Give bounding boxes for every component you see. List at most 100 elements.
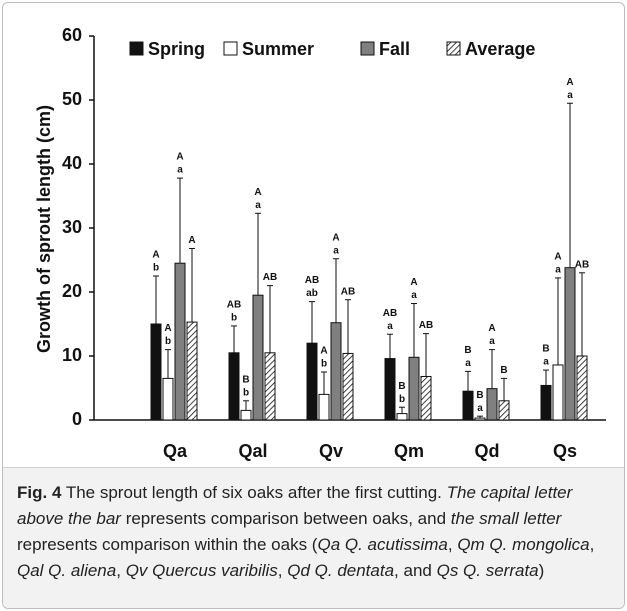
bar xyxy=(420,375,432,421)
caption-text: Qm Q. mongolica xyxy=(457,535,590,554)
chart: Growth of sprout length (cm) 0 10 20 30 40 50… xyxy=(34,25,606,461)
significance-lower: a xyxy=(555,265,561,276)
significance-lower: b xyxy=(231,313,237,324)
significance-lower: a xyxy=(387,321,393,332)
significance-upper: AB xyxy=(263,272,277,283)
bar xyxy=(228,352,240,421)
significance-lower: b xyxy=(321,359,327,370)
bar xyxy=(396,413,408,421)
significance-upper: AB xyxy=(383,308,397,319)
significance-upper: AB xyxy=(341,286,355,297)
significance-upper: A xyxy=(320,346,327,357)
y-tick-label: 40 xyxy=(62,153,82,173)
bar xyxy=(552,364,564,421)
bar xyxy=(150,323,162,421)
caption-text: represents comparison within the oaks ( xyxy=(17,535,318,554)
y-tick-label: 50 xyxy=(62,89,82,109)
bar xyxy=(240,409,252,421)
bar xyxy=(330,322,342,421)
significance-lower: b xyxy=(153,263,159,274)
y-tick-label: 0 xyxy=(72,409,82,429)
x-tick-label: Qm xyxy=(394,441,424,461)
significance-upper: A xyxy=(554,252,561,263)
bar xyxy=(540,384,552,421)
significance-upper: A xyxy=(410,277,417,288)
bar xyxy=(186,321,198,421)
bar xyxy=(462,390,474,421)
bar xyxy=(408,356,420,421)
bar xyxy=(384,358,396,421)
significance-lower: a xyxy=(255,200,261,211)
x-tick-label: Qs xyxy=(553,441,577,461)
legend-label: Average xyxy=(465,39,535,59)
x-tick-label: Qal xyxy=(238,441,267,461)
significance-lower: a xyxy=(543,357,549,368)
significance-upper: A xyxy=(188,235,195,246)
y-tick-label: 20 xyxy=(62,281,82,301)
significance-upper: A xyxy=(152,250,159,261)
caption-text: Qa Q. acutissima xyxy=(317,535,448,554)
legend-swatch xyxy=(129,41,144,56)
y-tick-label: 60 xyxy=(62,25,82,45)
legend-swatch xyxy=(360,41,375,56)
x-tick-label: Qa xyxy=(163,441,188,461)
legend-swatch xyxy=(223,41,238,56)
caption-text: , xyxy=(589,535,595,554)
caption-text: , xyxy=(447,535,458,554)
significance-lower: ab xyxy=(306,288,318,299)
significance-upper: B xyxy=(542,344,549,355)
significance-lower: a xyxy=(567,90,573,101)
bar xyxy=(486,388,498,421)
y-tick-label: 10 xyxy=(62,345,82,365)
bar xyxy=(306,342,318,421)
significance-lower: a xyxy=(333,245,339,256)
caption-text: Qv Quercus varibilis xyxy=(125,561,278,580)
significance-lower: b xyxy=(243,387,249,398)
caption-text: Qs Q. serrata xyxy=(436,561,539,580)
significance-upper: A xyxy=(488,323,495,334)
caption-text: Qd Q. dentata xyxy=(287,561,395,580)
caption-text: represents comparison between oaks, and xyxy=(120,509,451,528)
significance-lower: a xyxy=(477,403,483,414)
caption-text: , xyxy=(277,561,288,580)
legend-label: Spring xyxy=(148,39,205,59)
significance-upper: B xyxy=(464,345,471,356)
x-tick-label: Qd xyxy=(475,441,500,461)
significance-upper: B xyxy=(398,381,405,392)
caption-text: , and xyxy=(394,561,437,580)
significance-lower: a xyxy=(411,290,417,301)
y-tick-label: 30 xyxy=(62,217,82,237)
caption-text: The capital letter above the bar xyxy=(17,483,573,528)
significance-upper: A xyxy=(164,323,171,334)
significance-upper: AB xyxy=(227,300,241,311)
significance-upper: B xyxy=(476,390,483,401)
significance-upper: B xyxy=(242,374,249,385)
bar xyxy=(498,400,510,421)
legend-label: Summer xyxy=(242,39,314,59)
y-axis-label: Growth of sprout length (cm) xyxy=(34,105,54,353)
x-tick-label: Qv xyxy=(319,441,343,461)
significance-upper: A xyxy=(176,152,183,163)
significance-upper: A xyxy=(254,187,261,198)
significance-upper: A xyxy=(332,232,339,243)
significance-lower: b xyxy=(399,394,405,405)
bar xyxy=(252,294,264,421)
caption-text: the small letter xyxy=(450,509,562,528)
significance-lower: a xyxy=(177,165,183,176)
significance-upper: B xyxy=(500,365,507,376)
caption-text: Qal Q. aliena xyxy=(17,561,117,580)
caption-label: Fig. 4 xyxy=(17,483,62,502)
caption-text: The sprout length of six oaks after the … xyxy=(61,483,447,502)
significance-upper: AB xyxy=(305,275,319,286)
bar xyxy=(174,262,186,421)
caption-text: ) xyxy=(538,561,545,580)
significance-lower: a xyxy=(489,336,495,347)
significance-lower: a xyxy=(465,358,471,369)
bar xyxy=(342,352,354,421)
legend-swatch xyxy=(446,41,461,56)
bar xyxy=(318,393,330,421)
legend-label: Fall xyxy=(379,39,410,59)
significance-upper: A xyxy=(566,77,573,88)
bar xyxy=(576,355,588,421)
